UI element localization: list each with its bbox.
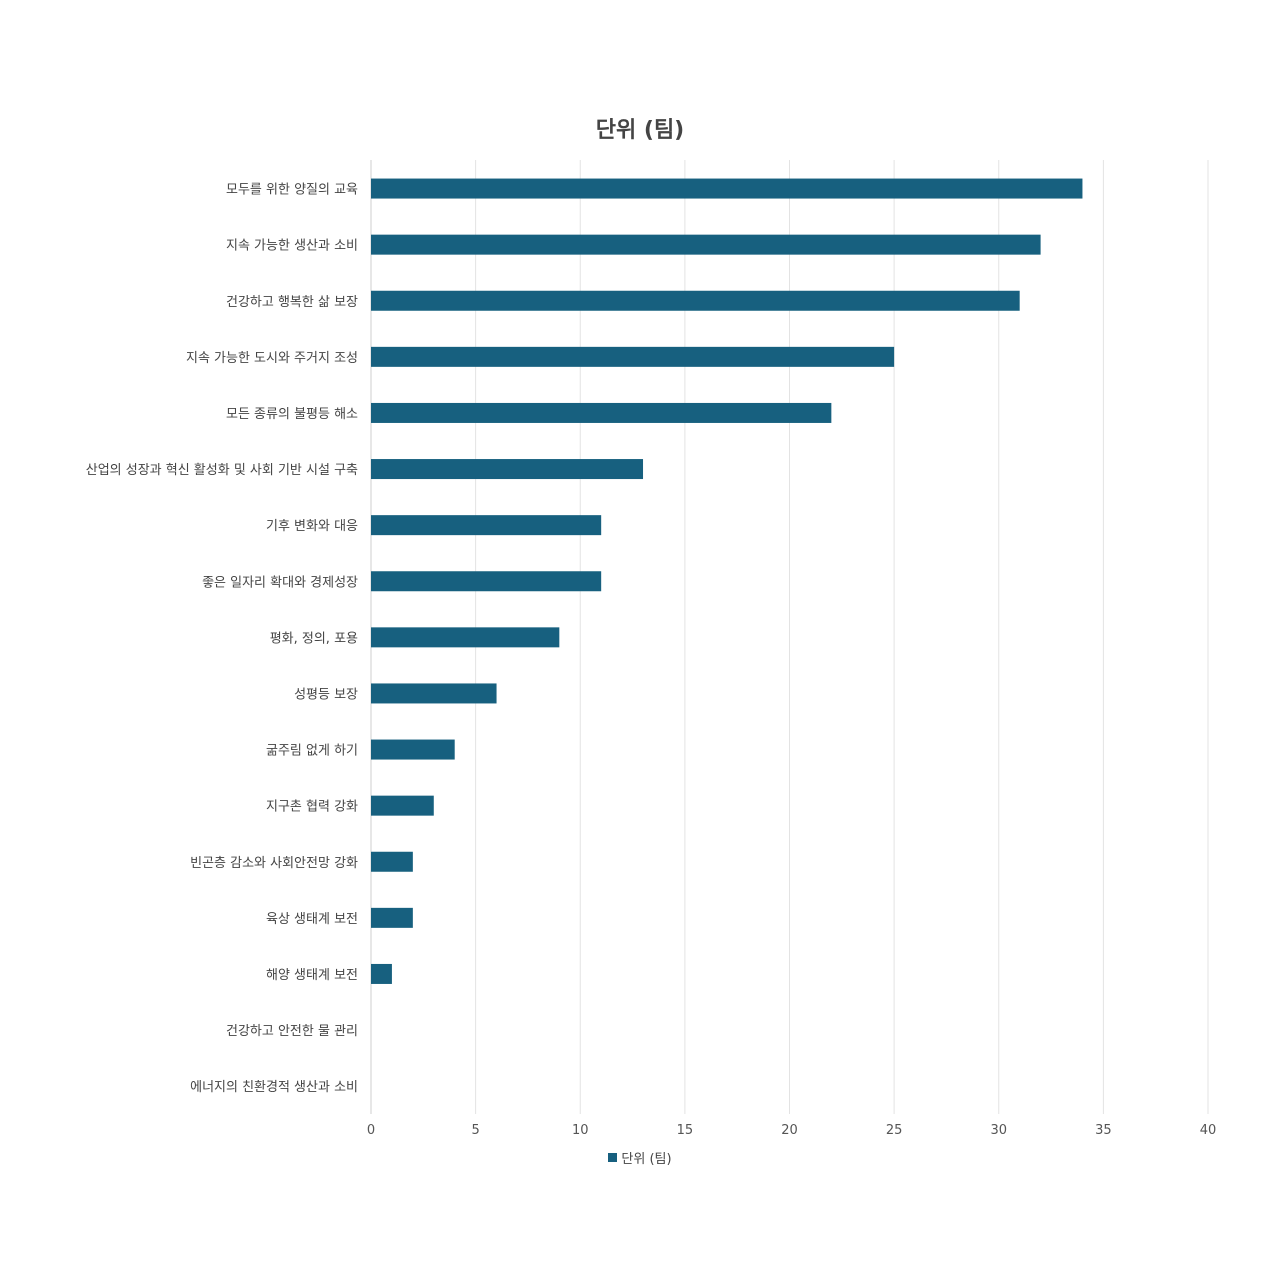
- bar: [371, 459, 644, 480]
- category-label: 모든 종류의 불평등 해소: [226, 407, 358, 422]
- category-label: 기후 변화와 대응: [266, 519, 358, 534]
- bar: [371, 683, 497, 704]
- category-label: 해양 생태계 보전: [266, 968, 358, 983]
- category-label: 에너지의 친환경적 생산과 소비: [190, 1080, 358, 1095]
- category-label: 산업의 성장과 혁신 활성화 및 사회 기반 시설 구축: [86, 463, 358, 478]
- category-label: 빈곤층 감소와 사회안전망 강화: [190, 856, 358, 871]
- bar: [371, 346, 895, 367]
- bars: [371, 178, 1083, 984]
- bar: [371, 515, 602, 536]
- x-tick-label: 20: [781, 1123, 798, 1138]
- x-tick-label: 15: [677, 1123, 694, 1138]
- legend: 단위 (팀): [0, 1148, 1280, 1167]
- category-label: 건강하고 행복한 삶 보장: [226, 294, 358, 310]
- bar: [371, 851, 413, 872]
- chart-title: 단위 (팀): [595, 118, 685, 143]
- bar: [371, 627, 560, 648]
- category-label: 굶주림 없게 하기: [266, 744, 358, 759]
- x-tick-label: 5: [471, 1123, 479, 1138]
- bar: [371, 178, 1083, 199]
- category-label: 성평등 보장: [294, 687, 358, 702]
- bar: [371, 795, 434, 816]
- bar: [371, 290, 1020, 311]
- category-label: 지속 가능한 도시와 주거지 조성: [186, 351, 358, 366]
- category-label: 지구촌 협력 강화: [266, 800, 358, 815]
- legend-label: 단위 (팀): [621, 1152, 672, 1167]
- category-label: 모두를 위한 양질의 교육: [226, 183, 358, 198]
- bar: [371, 963, 392, 984]
- x-axis-ticks: 0 5 10 15 20 25 30 35 40: [367, 1123, 1216, 1138]
- category-label: 평화, 정의, 포용: [270, 631, 358, 646]
- x-tick-label: 10: [572, 1123, 589, 1138]
- bar: [371, 571, 602, 592]
- bar: [371, 739, 455, 760]
- bar: [371, 402, 832, 423]
- x-tick-label: 25: [886, 1123, 903, 1138]
- legend-swatch: [608, 1153, 618, 1162]
- bar: [371, 907, 413, 928]
- x-tick-label: 40: [1200, 1123, 1217, 1138]
- x-tick-label: 30: [990, 1123, 1007, 1138]
- x-tick-label: 35: [1095, 1123, 1112, 1138]
- x-tick-label: 0: [367, 1123, 375, 1138]
- category-label: 지속 가능한 생산과 소비: [226, 239, 358, 254]
- category-label: 육상 생태계 보전: [266, 912, 358, 927]
- bar: [371, 234, 1041, 255]
- category-label: 좋은 일자리 확대와 경제성장: [202, 575, 358, 590]
- category-label: 건강하고 안전한 물 관리: [226, 1024, 358, 1039]
